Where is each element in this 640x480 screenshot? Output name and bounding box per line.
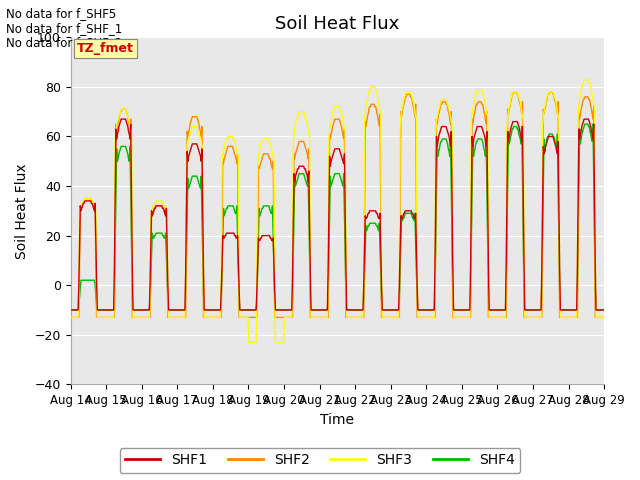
Y-axis label: Soil Heat Flux: Soil Heat Flux: [15, 163, 29, 259]
SHF1: [117, 116, 125, 122]
Text: No data for f_SHF_1: No data for f_SHF_1: [6, 22, 123, 35]
SHF3: [245, 339, 253, 345]
SHF3: [214, 314, 221, 320]
SHF3: [131, 314, 139, 320]
SHF4: [67, 307, 74, 313]
SHF2: [214, 314, 221, 320]
SHF2: [418, 314, 426, 320]
SHF2: [76, 203, 84, 209]
Text: TZ_fmet: TZ_fmet: [77, 42, 134, 55]
SHF1: [132, 307, 140, 313]
Text: No data for f_SHF_2: No data for f_SHF_2: [6, 36, 123, 49]
SHF4: [76, 285, 84, 290]
Line: SHF2: SHF2: [70, 92, 604, 317]
SHF1: [76, 203, 84, 209]
SHF3: [419, 314, 426, 320]
SHF3: [67, 314, 74, 320]
SHF3: [76, 205, 84, 211]
SHF1: [403, 208, 411, 214]
Title: Soil Heat Flux: Soil Heat Flux: [275, 15, 399, 33]
SHF2: [402, 94, 410, 100]
SHF1: [214, 307, 222, 313]
SHF2: [600, 314, 608, 320]
X-axis label: Time: Time: [321, 413, 355, 427]
Line: SHF1: SHF1: [70, 119, 604, 310]
SHF3: [403, 89, 411, 95]
SHF4: [418, 307, 426, 313]
SHF3: [580, 77, 588, 83]
SHF2: [510, 89, 518, 95]
SHF2: [67, 314, 74, 320]
SHF1: [419, 307, 426, 313]
Line: SHF4: SHF4: [70, 124, 604, 310]
SHF4: [131, 307, 139, 313]
SHF1: [186, 148, 194, 154]
Legend: SHF1, SHF2, SHF3, SHF4: SHF1, SHF2, SHF3, SHF4: [120, 448, 520, 473]
SHF2: [186, 126, 193, 132]
SHF4: [186, 183, 193, 189]
SHF4: [402, 210, 410, 216]
SHF3: [186, 133, 193, 139]
SHF3: [600, 314, 608, 320]
SHF4: [581, 121, 589, 127]
SHF1: [67, 307, 74, 313]
SHF4: [600, 307, 608, 313]
SHF2: [131, 314, 139, 320]
SHF4: [214, 307, 221, 313]
Line: SHF3: SHF3: [70, 80, 604, 342]
Text: No data for f_SHF5: No data for f_SHF5: [6, 7, 116, 20]
SHF1: [600, 307, 608, 313]
